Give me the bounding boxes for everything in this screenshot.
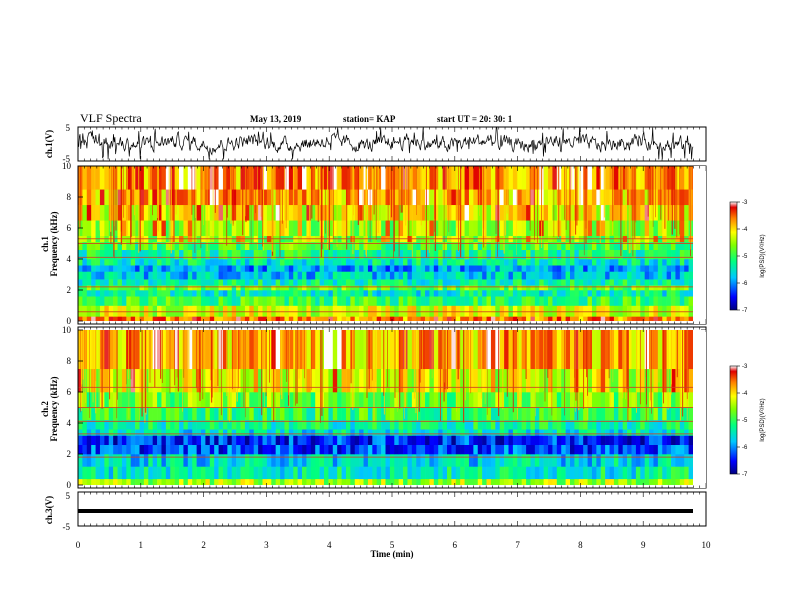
ch1-colorbar-ticks: -3 -4 -5 -6 -7	[737, 200, 748, 314]
ch2-spectrogram-band-3	[78, 444, 693, 455]
ch2-frequency-ylabel: Frequency (kHz)	[49, 376, 59, 441]
time-axis-tick-label: 2	[201, 540, 206, 550]
ch1-spectrogram-ytick-label: 4	[67, 254, 72, 264]
ch3-ytick-bottom: -5	[63, 522, 71, 532]
ch1-spectrogram-band-12	[78, 220, 693, 237]
ch1-spectrogram-ytick-label: 8	[67, 192, 72, 202]
ch2-spectrogram-ytick-label: 4	[67, 418, 72, 428]
ch1-colorbar-tick-label: -3	[742, 200, 748, 206]
date-label: May 13, 2019	[250, 114, 302, 124]
ch1-spectrogram-ytick-label: 0	[67, 316, 72, 326]
time-axis-tick-label: 9	[641, 540, 646, 550]
ch2-spectrogram-band-1	[78, 466, 693, 480]
ch2-colorbar-label: log(PSD)(V²/Hz)	[760, 398, 766, 441]
ch1-colorbar: -3 -4 -5 -6 -7 log(PSD)(V²/Hz)	[729, 200, 766, 314]
ch2-spectrogram-ytick-label: 0	[67, 480, 72, 490]
ch2-spectrogram-heatmap	[78, 330, 693, 485]
ch3-waveform-panel: 5 -5 ch.3(V)	[44, 491, 707, 532]
time-axis-tick-label: 1	[139, 540, 144, 550]
time-axis-tick-label: 4	[327, 540, 332, 550]
ch1-spectrogram-band-7	[78, 265, 693, 272]
ch1-colorbar-tick-label: -6	[742, 281, 748, 287]
ch1-spectrogram-streaks	[78, 166, 692, 259]
ch3-ytick-top: 5	[66, 491, 71, 501]
ch1-colorbar-tick-label: -4	[742, 227, 748, 233]
ch1-spectrogram-band-13	[78, 204, 693, 221]
ch1-spectrogram-band-15	[78, 166, 693, 190]
ch1-waveform-trace	[78, 127, 694, 160]
start-time-label: start UT = 20: 30: 1	[437, 114, 513, 124]
ch1-waveform-panel: 5 -5 ch.1(V)	[44, 123, 707, 164]
ch1-spectrogram-band-6	[78, 271, 693, 280]
figure-title: VLF Spectra	[80, 111, 142, 125]
ch2-spectrogram-band-5	[78, 429, 693, 436]
time-axis-title: Time (min)	[370, 549, 413, 559]
ch2-spectrogram-ytick-label: 6	[67, 387, 72, 397]
time-axis-tick-label: 6	[453, 540, 458, 550]
ch2-spectrogram-band-7	[78, 407, 693, 421]
ch2-spectrogram-panel: ch.2 Frequency (kHz) 0 2 4 6 8 10	[40, 325, 707, 490]
ch1-spectrogram-band-0	[78, 316, 693, 321]
ch1-spectrogram-panel: ch.1 Frequency (kHz) 0 2 4 6 8 10	[40, 161, 707, 326]
ch2-colorbar-tick-label: -3	[742, 364, 748, 370]
ch2-colorbar: -3 -4 -5 -6 -7 log(PSD)(V²/Hz)	[729, 364, 766, 478]
ch2-spectrogram-ytick-label: 2	[67, 449, 72, 459]
ch1-channel-label: ch.1	[40, 236, 50, 252]
time-axis-tick-label: 10	[702, 540, 712, 550]
ch1-colorbar-tick-label: -7	[742, 308, 748, 314]
time-axis-tick-label: 8	[578, 540, 583, 550]
ch2-colorbar-ticks: -3 -4 -5 -6 -7	[737, 364, 748, 478]
ch1-colorbar-label: log(PSD)(V²/Hz)	[760, 234, 766, 277]
ch2-channel-label: ch.2	[40, 401, 50, 417]
ch1-spectrogram-band-8	[78, 259, 693, 266]
ch2-spectrogram-streaks	[80, 330, 688, 423]
ch2-colorbar-tick-label: -6	[742, 445, 748, 451]
ch1-spectrogram-band-2	[78, 296, 693, 306]
ch1-spectrogram-band-14	[78, 189, 693, 206]
ch2-spectrogram-band-2	[78, 454, 693, 467]
time-axis-tick-label: 5	[390, 540, 395, 550]
ch1-spectrogram-ytick-label: 2	[67, 285, 72, 295]
ch1-waveform-ylabel: ch.1(V)	[44, 130, 54, 158]
ch1-spectrogram-ytick-label: 6	[67, 223, 72, 233]
ch1-ytick-top: 5	[66, 123, 71, 133]
ch2-colorbar-tick-label: -4	[742, 391, 748, 397]
ch2-spectrogram-band-6	[78, 419, 693, 430]
ch2-spectrogram-band-4	[78, 435, 693, 445]
ch1-spectrogram-band-5	[78, 279, 693, 286]
ch3-waveform-ylabel: ch.3(V)	[44, 496, 54, 524]
station-label: station= KAP	[343, 114, 396, 124]
ch2-spectrogram-ytick-label: 10	[62, 325, 72, 335]
time-axis-tick-label: 0	[76, 540, 81, 550]
time-axis-ticks	[77, 127, 707, 526]
ch1-spectrogram-band-1	[78, 305, 693, 317]
ch1-spectrogram-band-9	[78, 249, 693, 260]
ch1-ytick-bottom: -5	[63, 154, 71, 164]
ch2-colorbar-tick-label: -5	[742, 418, 748, 424]
ch2-spectrogram-lines	[78, 386, 693, 458]
time-axis-labels: 0 1 2 3 4 5 6 7 8 9 10	[76, 540, 711, 550]
ch2-spectrogram-band-0	[78, 478, 693, 485]
time-axis-tick-label: 7	[515, 540, 520, 550]
ch1-spectrogram-band-3	[78, 290, 693, 297]
ch2-colorbar-tick-label: -7	[742, 472, 748, 478]
ch1-spectrogram-heatmap	[78, 166, 693, 321]
ch2-spectrogram-band-8	[78, 392, 693, 408]
ch1-spectrogram-ytick-label: 10	[62, 161, 72, 171]
time-axis-tick-label: 3	[264, 540, 269, 550]
ch2-spectrogram-ytick-label: 8	[67, 356, 72, 366]
ch1-spectrogram-lines	[78, 238, 693, 313]
ch1-frequency-ylabel: Frequency (kHz)	[49, 211, 59, 276]
ch1-colorbar-tick-label: -5	[742, 254, 748, 260]
ch1-spectrogram-band-4	[78, 285, 693, 291]
